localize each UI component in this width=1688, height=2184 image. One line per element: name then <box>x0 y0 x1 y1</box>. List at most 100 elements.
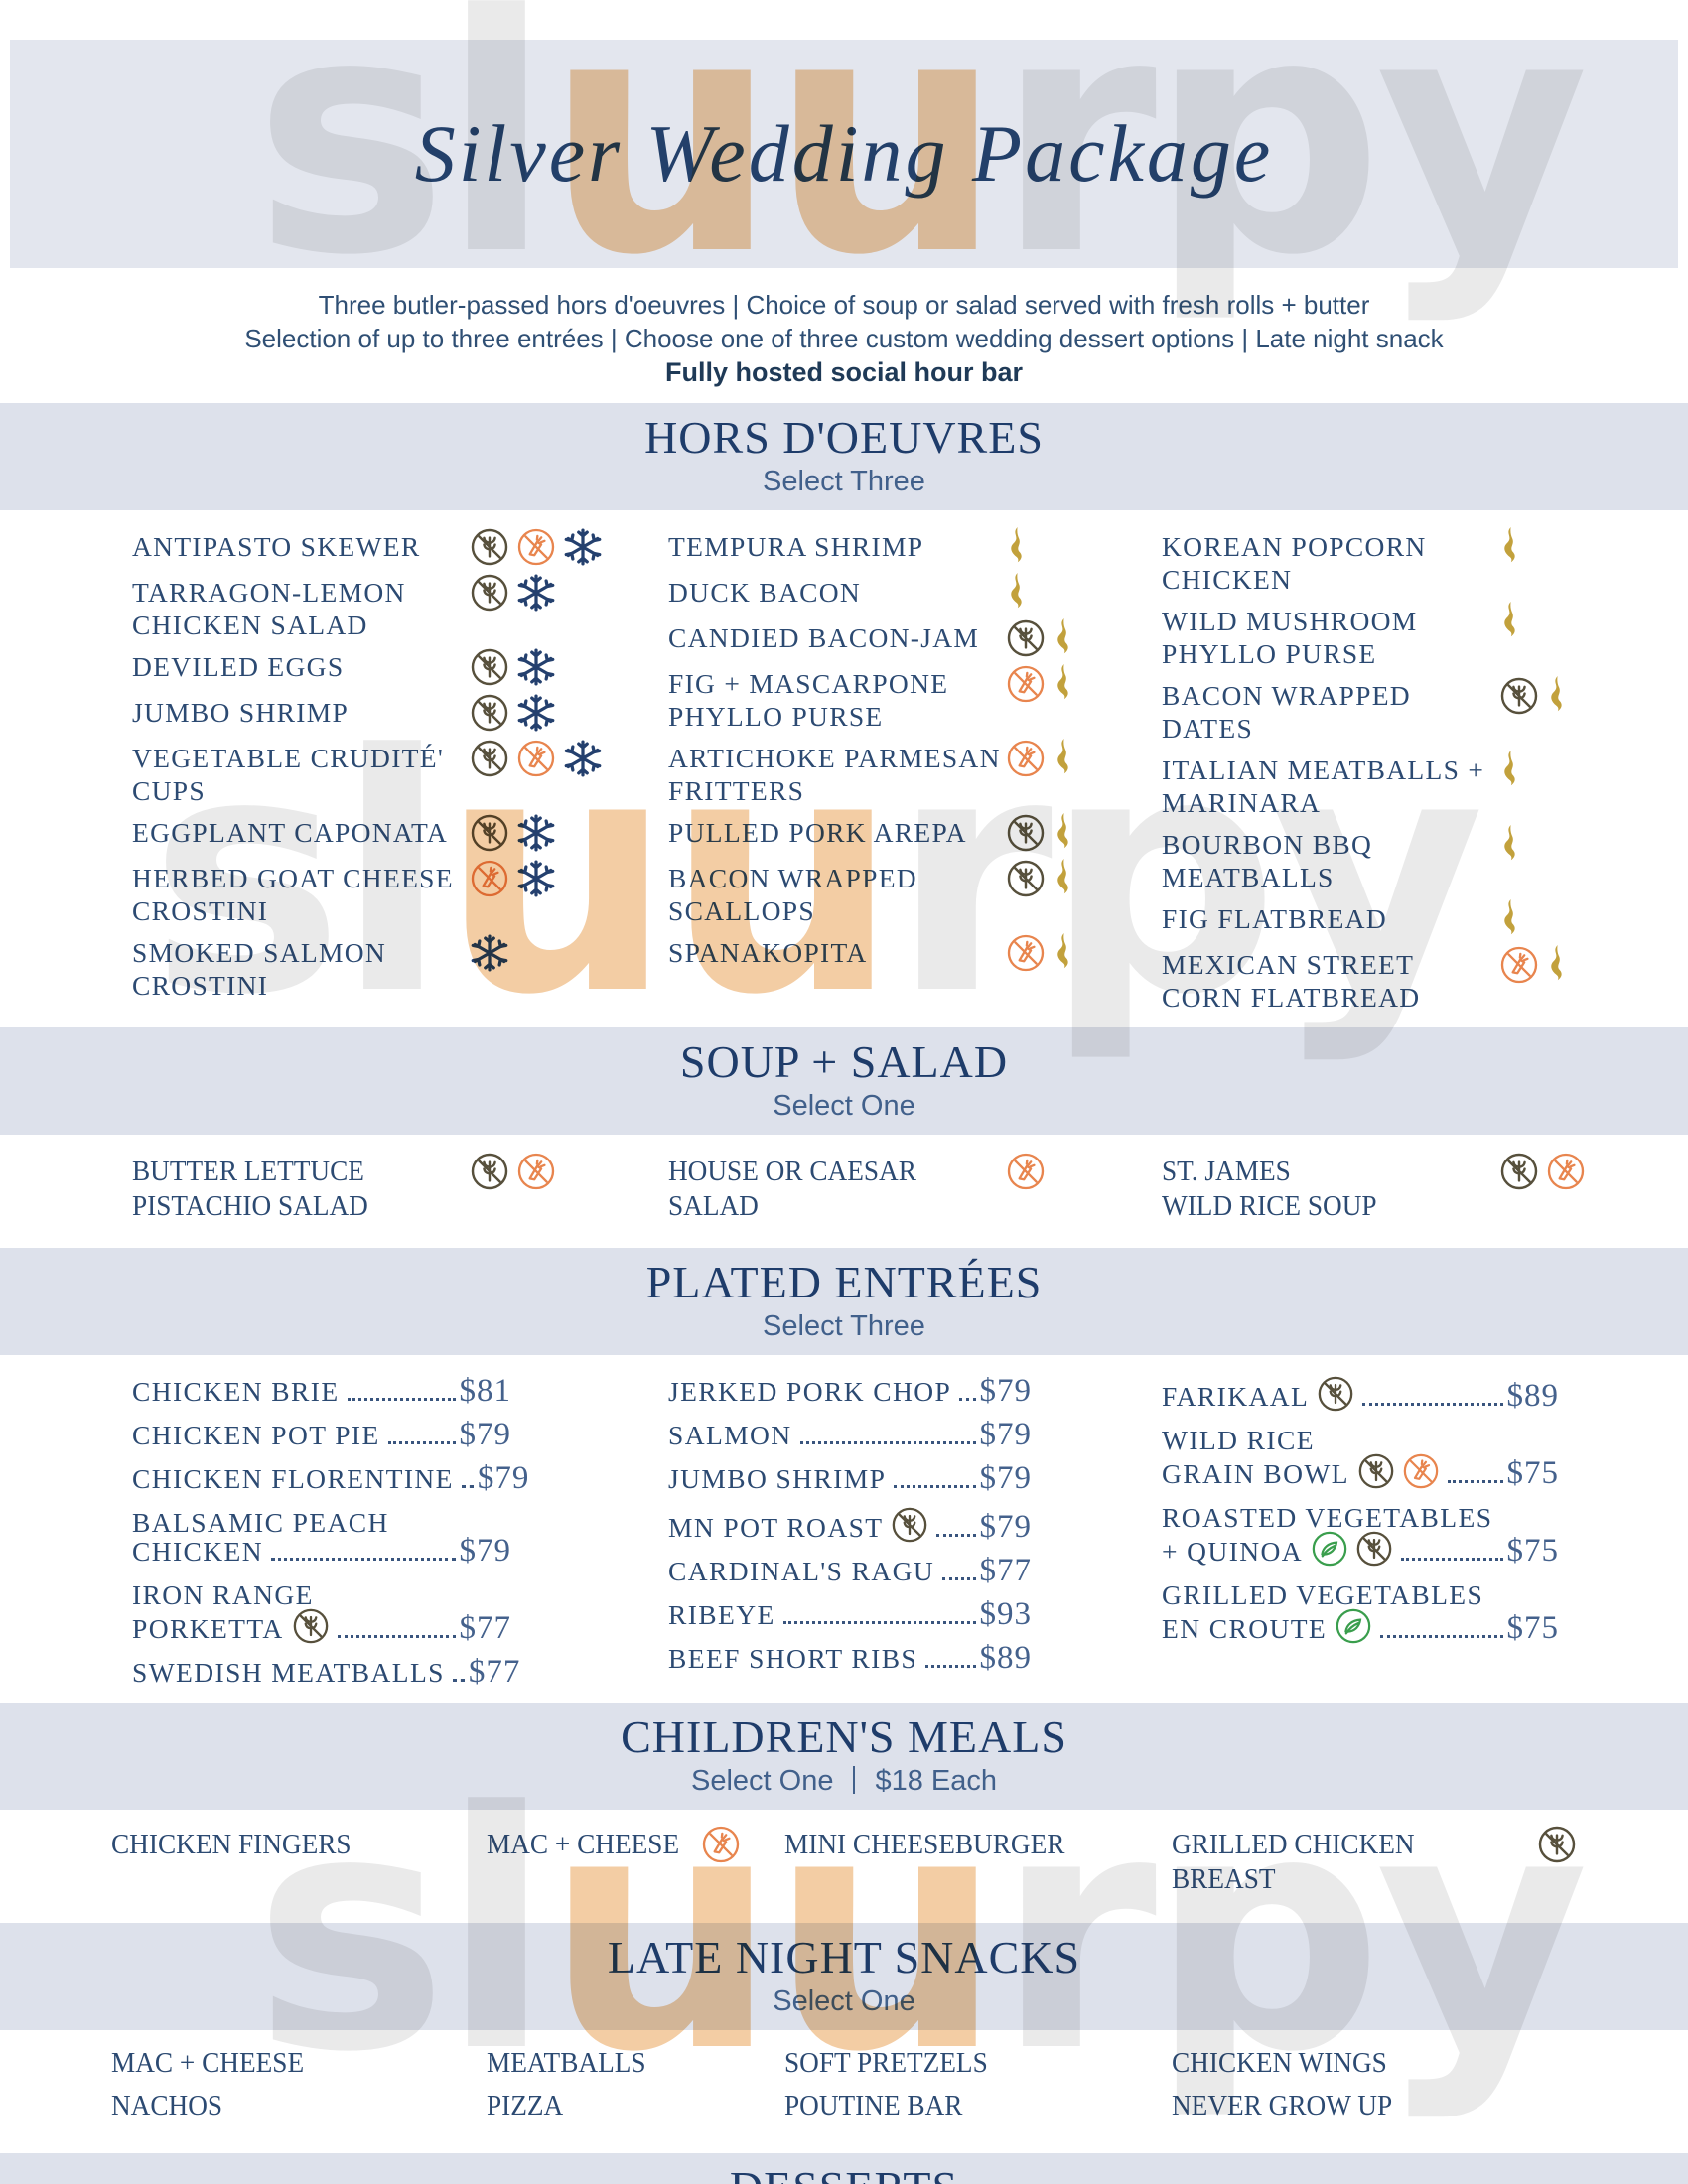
flame-icon <box>1053 664 1071 704</box>
item-dietary-icons <box>1499 1152 1586 1191</box>
item-dietary-icons <box>470 573 556 613</box>
item-name: GRAIN BOWL <box>1162 1458 1349 1489</box>
menu-item: MINI CHEESEBURGER <box>784 1828 1172 1897</box>
dotted-leader <box>1380 1635 1503 1638</box>
late-night-row-1: MAC + CHEESE MEATBALLS SOFT PRETZELS CHI… <box>0 2030 1688 2081</box>
gluten-free-icon <box>470 527 509 567</box>
menu-item: TEMPURA SHRIMP <box>668 530 1162 567</box>
item-name-line: ROASTED VEGETABLES <box>1162 1502 1493 1533</box>
menu-item: DUCK BACON <box>668 576 1162 613</box>
entree-item: RIBEYE $93 <box>668 1598 1032 1631</box>
menu-item: HERBED GOAT CHEESE CROSTINI <box>132 862 668 927</box>
dotted-leader <box>959 1398 976 1401</box>
item-name: SOFT PRETZELS <box>784 2047 988 2079</box>
item-name: MEATBALLS <box>487 2047 646 2079</box>
crossed-carrot-icon <box>1499 945 1539 985</box>
item-name: VEGETABLE CRUDITÉ' CUPS <box>132 743 445 806</box>
section-subtitle: Select One $18 Each <box>0 1764 1688 1798</box>
entree-item: CARDINAL'S RAGU $77 <box>668 1555 1032 1587</box>
section-header-plated-entrees: PLATED ENTRÉES Select Three <box>0 1248 1688 1355</box>
item-name: JERKED PORK CHOP <box>668 1376 952 1407</box>
flame-icon <box>1006 573 1025 613</box>
vegan-leaf-icon <box>1335 1607 1372 1645</box>
item-name: CHICKEN FINGERS <box>111 1829 352 1860</box>
item-dietary-icons <box>1006 618 1071 658</box>
item-price: $79 <box>477 1460 530 1496</box>
gluten-free-icon <box>470 813 509 853</box>
hors-doeuvres-items: ANTIPASTO SKEWER TARRAGON-LEMON CHICKEN … <box>0 510 1688 1014</box>
title-banner: Silver Wedding Package <box>10 40 1678 268</box>
entrees-column-3: FARIKAAL $89 WILD RICE GRAIN BOWL $75 ROAST… <box>1162 1375 1688 1689</box>
crossed-carrot-icon <box>516 1152 556 1191</box>
item-name: CARDINAL'S RAGU <box>668 1556 935 1586</box>
item-dietary-icons <box>470 693 556 733</box>
flame-icon <box>1546 945 1565 985</box>
item-dietary-icons <box>1499 527 1518 567</box>
gluten-free-icon <box>470 1152 509 1191</box>
crossed-carrot-icon <box>470 859 509 898</box>
section-subtitle: Select Three <box>763 1310 925 1342</box>
item-name: SWEDISH MEATBALLS <box>132 1657 445 1688</box>
entree-item: CHICKEN POT PIE $79 <box>132 1419 511 1451</box>
vegan-leaf-icon <box>1311 1530 1348 1568</box>
item-name: NACHOS <box>111 2090 223 2121</box>
section-header-soup-salad: SOUP + SALAD Select One <box>0 1027 1688 1135</box>
entrees-column-1: CHICKEN BRIE $81 CHICKEN POT PIE $79 CHICK… <box>132 1375 668 1689</box>
entree-item: CHICKEN FLORENTINE $79 <box>132 1462 528 1495</box>
flame-icon <box>1053 933 1071 973</box>
item-dietary-icons <box>1537 1825 1577 1864</box>
snowflake-icon <box>470 933 509 973</box>
entree-item: JERKED PORK CHOP $79 <box>668 1375 1032 1408</box>
crossed-carrot-icon <box>1006 664 1046 704</box>
menu-item: PIZZA <box>487 2089 784 2123</box>
dotted-leader <box>1401 1558 1503 1561</box>
section-title: PLATED ENTRÉES <box>645 1257 1043 1307</box>
hors-column-3: KOREAN POPCORN CHICKEN WILD MUSHROOM PHY… <box>1162 530 1688 1014</box>
item-price: $75 <box>1506 1533 1559 1569</box>
item-price: $79 <box>979 1373 1032 1409</box>
section-subtitle: Select Three <box>763 466 925 497</box>
item-name: CHICKEN FLORENTINE <box>132 1463 454 1494</box>
gluten-free-icon <box>470 739 509 778</box>
dotted-leader <box>1447 1480 1503 1483</box>
item-dietary-icons <box>1006 664 1071 704</box>
item-price: $77 <box>468 1654 521 1690</box>
flame-icon <box>1053 859 1071 898</box>
item-dietary-icons <box>470 1152 556 1191</box>
menu-item: HOUSE OR CAESAR SALAD <box>668 1155 1162 1224</box>
gluten-free-icon <box>1006 813 1046 853</box>
snowflake-icon <box>563 739 603 778</box>
section-title: HORS D'OEUVRES <box>644 412 1044 463</box>
item-dietary-icons <box>470 739 603 778</box>
item-name: EGGPLANT CAPONATA <box>132 817 449 848</box>
item-name: PULLED PORK AREPA <box>668 817 967 848</box>
crossed-carrot-icon <box>701 1825 741 1864</box>
item-name: SALMON <box>668 1420 792 1450</box>
item-name: MINI CHEESEBURGER <box>784 1829 1065 1860</box>
menu-item: SMOKED SALMON CROSTINI <box>132 936 668 1002</box>
item-name: MAC + CHEESE <box>111 2047 305 2079</box>
hors-column-2: TEMPURA SHRIMP DUCK BACON CANDIED BACON-… <box>668 530 1162 1014</box>
flame-icon <box>1006 527 1025 567</box>
item-name: CHICKEN WINGS <box>1172 2047 1387 2079</box>
gluten-free-icon <box>1499 676 1539 716</box>
item-dietary-icons <box>1499 676 1565 716</box>
item-name: MN POT ROAST <box>668 1512 884 1543</box>
gluten-free-icon <box>1355 1530 1393 1568</box>
menu-item: MAC + CHEESE <box>111 2046 487 2081</box>
snowflake-icon <box>516 859 556 898</box>
item-price: $81 <box>459 1373 511 1409</box>
item-name: ST. JAMES WILD RICE SOUP <box>1162 1155 1499 1224</box>
item-name: DUCK BACON <box>668 577 862 608</box>
item-name: ARTICHOKE PARMESAN FRITTERS <box>668 743 1001 806</box>
flame-icon <box>1499 825 1518 865</box>
item-name: TARRAGON-LEMON CHICKEN SALAD <box>132 577 406 640</box>
item-dietary-icons <box>1006 573 1025 613</box>
item-name-line: ST. JAMES <box>1162 1156 1291 1187</box>
menu-item: CANDIED BACON-JAM <box>668 621 1162 658</box>
childrens-meals-items: CHICKEN FINGERS MAC + CHEESE MINI CHEESE… <box>0 1810 1688 1897</box>
dotted-leader <box>942 1577 976 1580</box>
section-header-childrens-meals: CHILDREN'S MEALS Select One $18 Each <box>0 1703 1688 1810</box>
item-name-line: IRON RANGE <box>132 1579 314 1610</box>
